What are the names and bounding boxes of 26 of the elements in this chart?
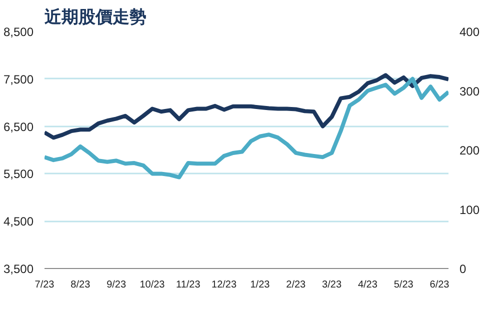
x-tick-label: 4/23: [358, 280, 378, 290]
x-tick-label: 8/23: [70, 280, 91, 290]
y-tick-label: 4,500: [3, 214, 34, 229]
line-series: [44, 73, 448, 140]
x-tick-label: 1/23: [250, 280, 270, 290]
line-series: [44, 76, 448, 180]
x-tick-label: 6/23: [430, 280, 450, 290]
y2-tick-label: 400: [460, 25, 480, 39]
x-tick-label: 12/23: [212, 280, 238, 290]
chart-title: 近期股價走勢: [44, 8, 146, 26]
y-tick-label: 6,500: [3, 120, 34, 134]
x-tick-label: 9/23: [106, 280, 126, 290]
y2-tick-label: 200: [460, 144, 480, 158]
x-tick-label: 2/23: [286, 280, 306, 290]
x-tick-label: 3/23: [322, 280, 342, 290]
x-tick-label: 7/23: [34, 280, 55, 290]
y2-tick-label: 300: [460, 84, 480, 98]
x-tick-label: 11/23: [176, 280, 201, 290]
y-tick-label: 5,500: [3, 167, 34, 182]
y2-tick-label: 100: [460, 202, 480, 217]
y-tick-label: 3,500: [3, 262, 34, 276]
x-tick-label: 5/23: [394, 280, 414, 290]
y-tick-label: 8,500: [3, 25, 34, 39]
y-tick-label: 7,500: [3, 72, 34, 86]
y2-tick-label: 0: [460, 262, 466, 276]
x-tick-label: 10/23: [140, 280, 166, 290]
